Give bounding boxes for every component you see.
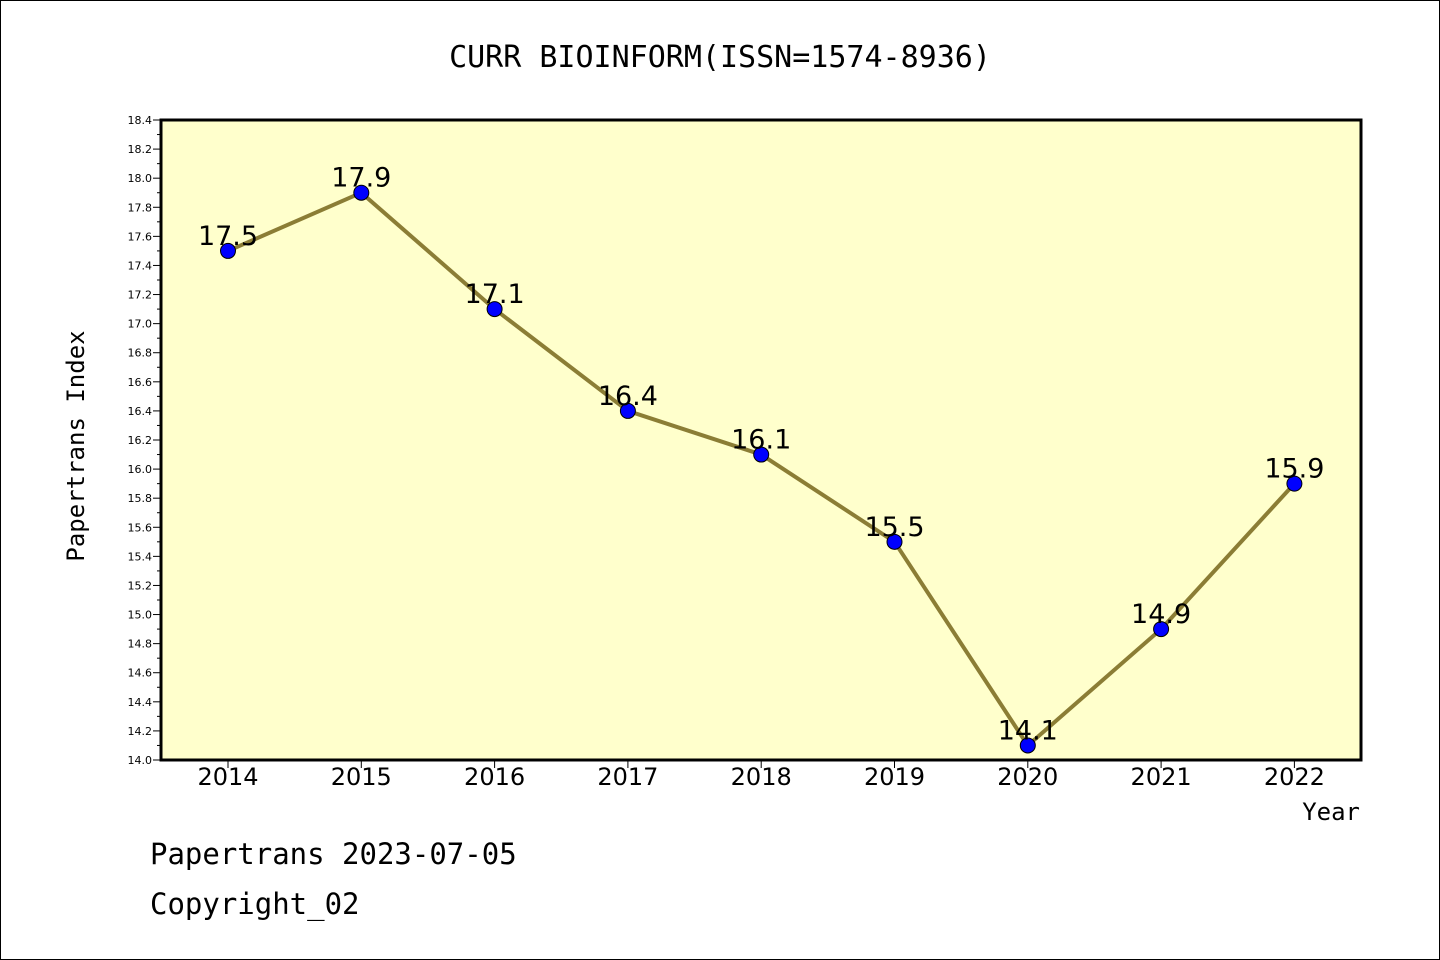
y-tick-label: 15.8	[128, 492, 153, 505]
y-tick-label: 18.2	[128, 143, 153, 156]
chart-title: CURR BIOINFORM(ISSN=1574-8936)	[449, 40, 991, 75]
y-tick-label: 14.6	[128, 667, 153, 680]
data-label: 17.1	[465, 279, 525, 310]
y-tick-label: 15.6	[128, 521, 153, 534]
data-point	[486, 301, 503, 318]
y-tick-label: 14.0	[128, 754, 153, 767]
data-point	[353, 184, 370, 201]
y-tick-label: 17.4	[128, 259, 153, 272]
y-tick-label: 16.6	[128, 376, 153, 389]
x-tick-label: 2014	[197, 763, 258, 791]
x-axis-ticks: 2014 2015 2016 2017 2018 2019 2020 2021 2022	[197, 760, 1325, 791]
data-label: 17.5	[198, 221, 258, 252]
x-tick-label: 2015	[331, 763, 392, 791]
y-axis-label: Papertrans Index	[62, 330, 90, 561]
data-labels: 17.5 17.9 17.1 16.4 16.1 15.5 14.1 14.9 15.9	[198, 163, 1325, 747]
y-tick-label: 17.2	[128, 289, 153, 302]
y-tick-label: 16.4	[128, 405, 153, 418]
data-label: 16.4	[598, 381, 658, 412]
data-point	[1019, 737, 1036, 754]
plot-border	[159, 118, 1363, 762]
data-label: 14.1	[998, 715, 1058, 746]
data-point	[1286, 475, 1303, 492]
y-tick-label: 14.8	[128, 638, 153, 651]
x-tick-label: 2017	[597, 763, 658, 791]
y-tick-label: 14.2	[128, 725, 153, 738]
data-point	[886, 533, 903, 550]
y-tick-label: 17.0	[128, 318, 153, 331]
data-label: 15.9	[1264, 454, 1324, 485]
data-label: 17.9	[331, 163, 391, 194]
y-tick-label: 18.0	[128, 172, 153, 185]
y-tick-label: 18.4	[128, 114, 153, 127]
data-markers	[220, 184, 1303, 754]
x-tick-label: 2021	[1131, 763, 1192, 791]
data-label: 16.1	[731, 425, 791, 456]
x-tick-label: 2016	[464, 763, 525, 791]
y-tick-label: 16.0	[128, 463, 153, 476]
y-tick-label: 15.2	[128, 579, 153, 592]
x-tick-label: 2018	[731, 763, 792, 791]
x-tick-label: 2022	[1264, 763, 1325, 791]
x-axis-label: Year	[1302, 798, 1360, 826]
data-label: 14.9	[1131, 599, 1191, 630]
footer-copyright-line: Copyright_02	[150, 887, 360, 922]
data-point	[753, 446, 770, 463]
y-tick-label: 14.4	[128, 696, 153, 709]
y-tick-label: 15.4	[128, 550, 153, 563]
footer-date-line: Papertrans 2023-07-05	[150, 837, 517, 871]
x-tick-label: 2019	[864, 763, 925, 791]
plot-area	[159, 118, 1363, 762]
data-label: 15.5	[864, 512, 924, 543]
y-axis-ticks: 14.0 14.2 14.4 14.6 14.8 15.0 15.2 15.4 15.6 15.8…	[128, 114, 161, 767]
data-point	[619, 402, 636, 419]
x-tick-label: 2020	[997, 763, 1058, 791]
y-tick-label: 17.6	[128, 230, 153, 243]
data-point	[1153, 621, 1170, 638]
y-tick-label: 15.0	[128, 609, 153, 622]
data-point	[220, 242, 236, 259]
y-tick-label: 16.8	[128, 347, 153, 360]
y-tick-label: 16.2	[128, 434, 153, 447]
y-tick-label: 17.8	[128, 201, 153, 214]
